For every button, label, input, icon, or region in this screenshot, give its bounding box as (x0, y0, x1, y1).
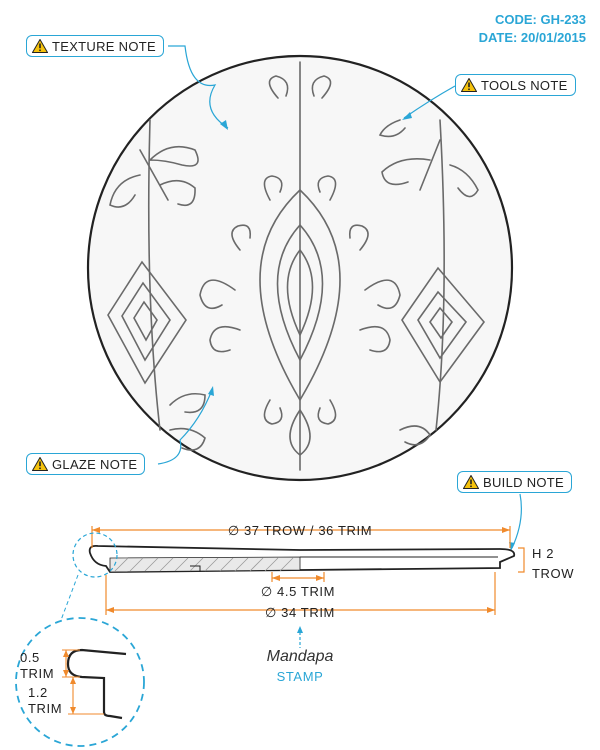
dim-height-value: H 2 (532, 546, 554, 561)
build-note[interactable]: BUILD NOTE (457, 471, 573, 493)
dim-overall: ∅ 37 TROW / 36 TRIM (228, 523, 372, 538)
drawing-date: DATE: 20/01/2015 (478, 30, 586, 45)
glaze-note-label: GLAZE NOTE (52, 456, 138, 472)
plate-profile (88, 544, 516, 573)
dimension-lines (91, 526, 525, 615)
plate-top-view (86, 54, 514, 482)
stamp-leader (297, 626, 303, 648)
tools-note-label: TOOLS NOTE (481, 77, 568, 93)
warning-icon (32, 457, 48, 471)
glaze-note[interactable]: GLAZE NOTE (26, 453, 146, 475)
texture-note-label: TEXTURE NOTE (52, 38, 156, 54)
warning-icon (32, 39, 48, 53)
rim-detail (15, 532, 145, 747)
build-note-label: BUILD NOTE (483, 474, 565, 490)
tools-note[interactable]: TOOLS NOTE (455, 74, 576, 96)
drawing-code: CODE: GH-233 (494, 12, 586, 27)
dimension-arrowheads (92, 527, 510, 613)
texture-note[interactable]: TEXTURE NOTE (26, 35, 164, 57)
dim-height-unit: TROW (532, 566, 574, 581)
warning-icon (463, 475, 479, 489)
detail-rim-top-unit: TRIM (20, 666, 54, 681)
detail-rim-top-value: 0.5 (20, 650, 40, 665)
stamp-label: STAMP (277, 669, 324, 684)
dim-foot: ∅ 34 TRIM (265, 605, 335, 620)
detail-rim-side-unit: TRIM (28, 701, 62, 716)
note-leaders (157, 45, 522, 549)
warning-icon (461, 78, 477, 92)
dim-foot-inner: ∅ 4.5 TRIM (261, 584, 335, 599)
stamp-logo: Mandapa (267, 648, 334, 665)
detail-rim-side-value: 1.2 (28, 685, 48, 700)
